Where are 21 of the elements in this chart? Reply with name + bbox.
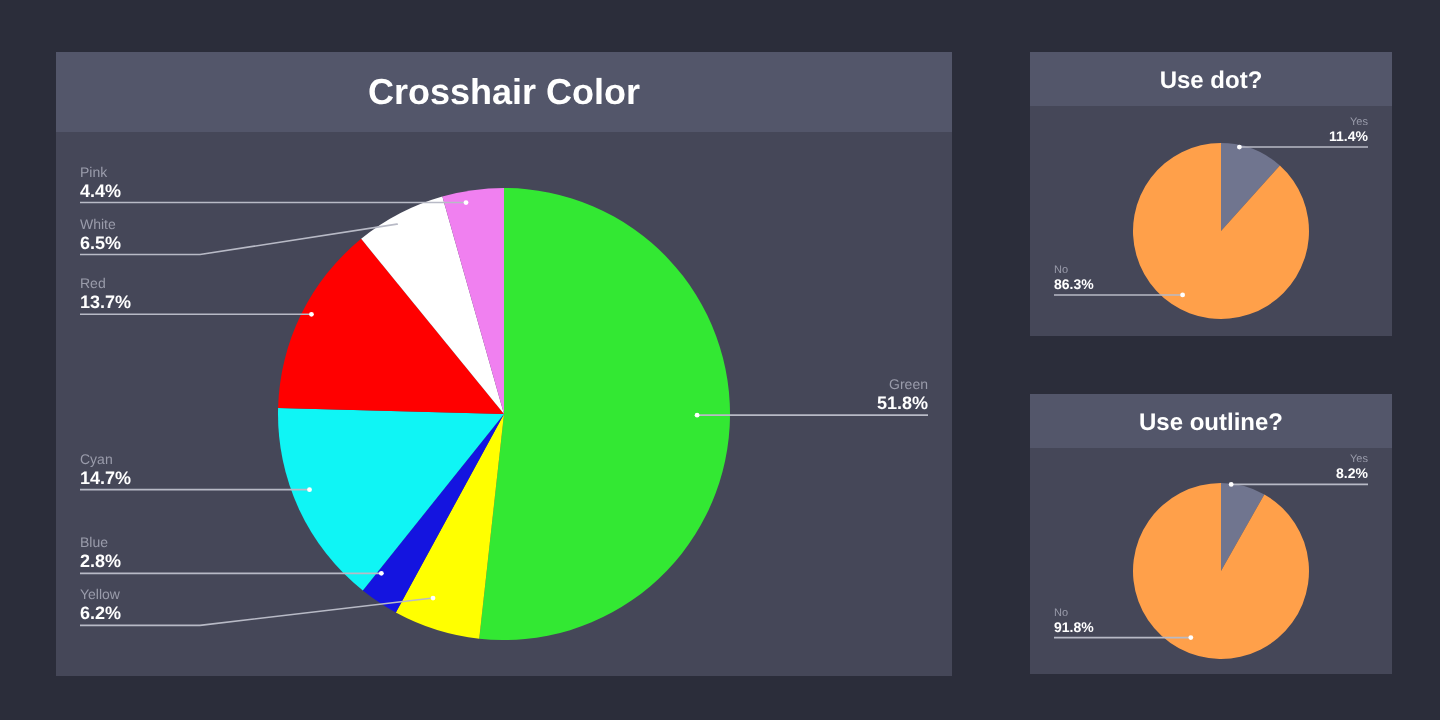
pie-slice	[479, 188, 730, 640]
pie-slice	[442, 188, 504, 414]
data-label: 4.4%	[80, 180, 122, 201]
chart-title: Use dot?	[1030, 52, 1392, 106]
pie-slice	[1133, 483, 1309, 659]
pie-slice	[395, 414, 504, 639]
pie-slice	[361, 196, 504, 414]
pie-slice	[278, 238, 504, 414]
data-label: 51.8%	[876, 393, 928, 414]
data-label: 6.5%	[80, 232, 122, 253]
pie-slice	[362, 414, 504, 613]
data-label: 6.2%	[80, 603, 122, 624]
chart-title: Use outline?	[1030, 394, 1392, 448]
pie-slice	[1221, 143, 1280, 231]
chart-title: Crosshair Color	[56, 52, 952, 132]
pie-slice	[1221, 483, 1265, 571]
pie-slice	[278, 407, 504, 591]
data-label: 13.7%	[80, 292, 132, 313]
pie-slice	[1133, 143, 1309, 319]
data-label: 2.8%	[80, 551, 122, 572]
data-label: 14.7%	[80, 467, 132, 488]
